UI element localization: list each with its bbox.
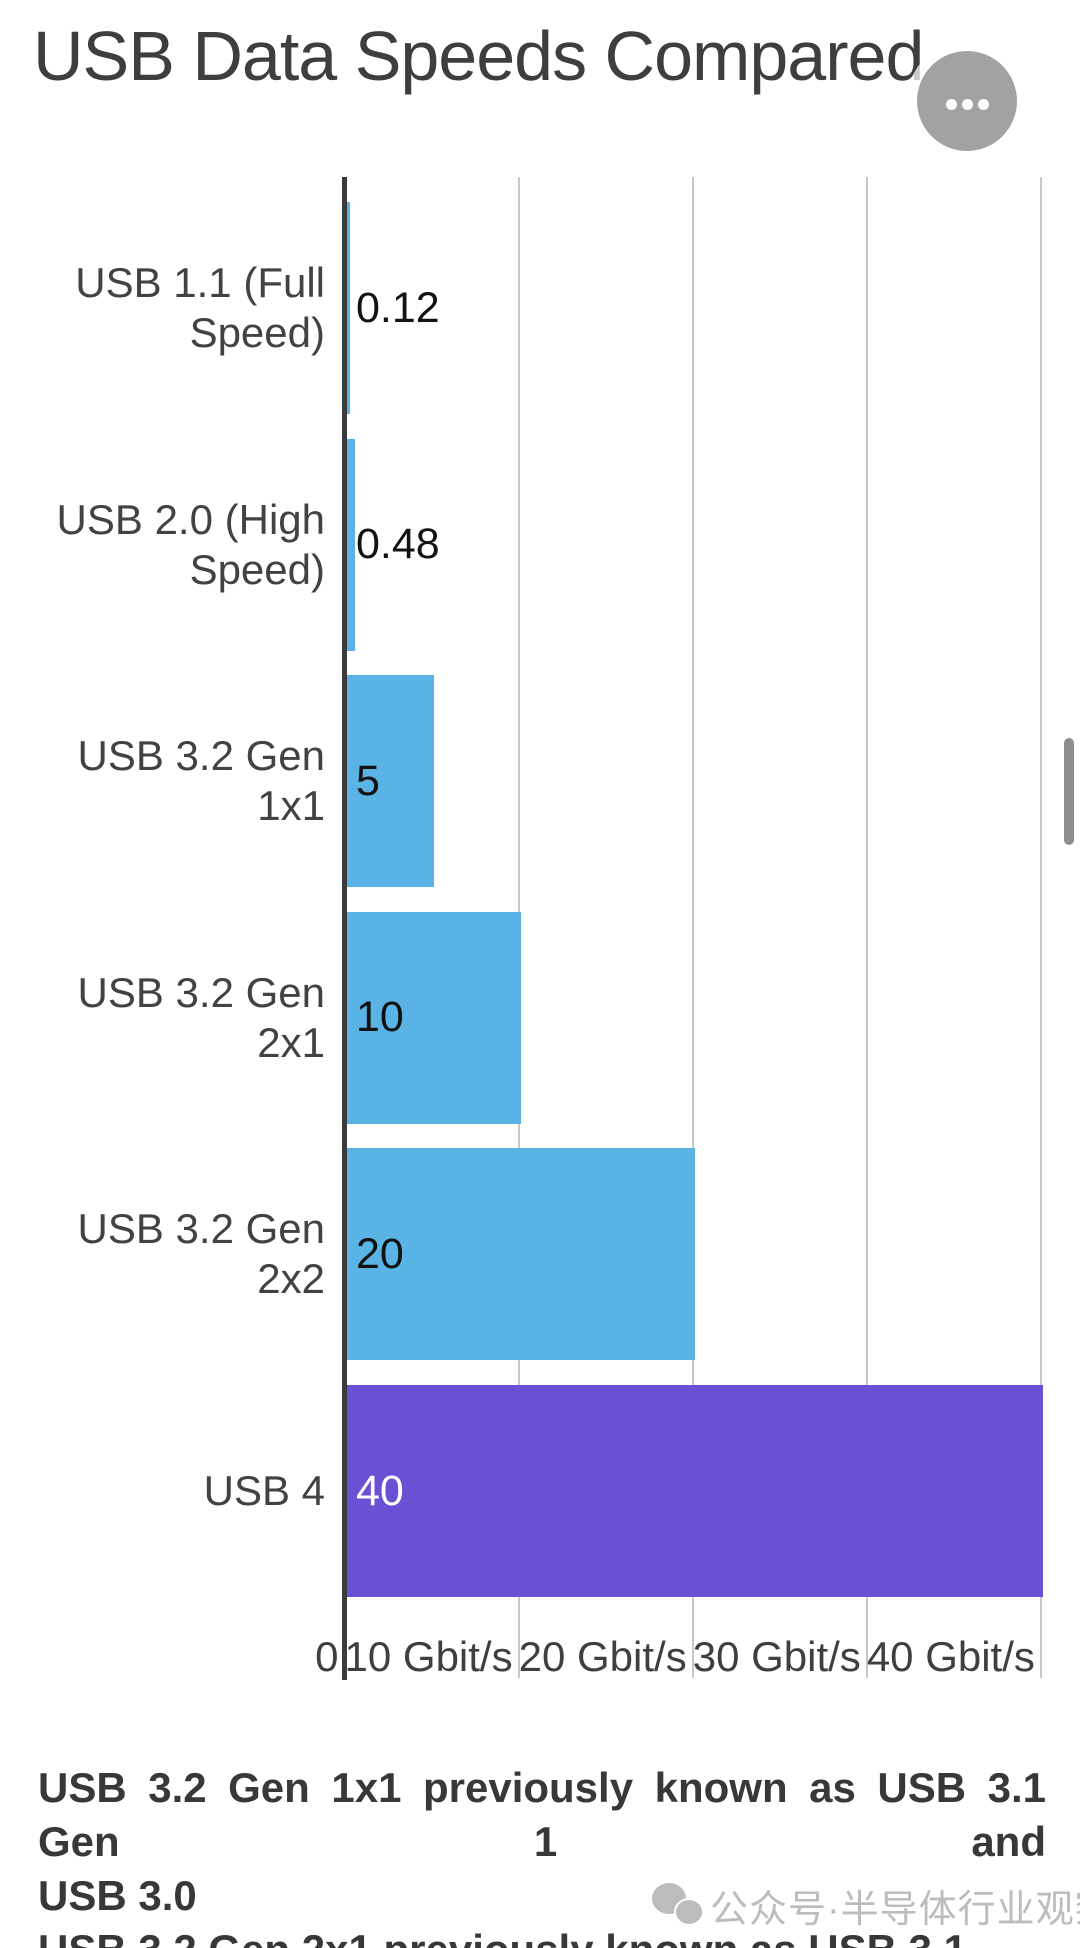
- y-axis-line: [342, 177, 347, 1680]
- wechat-bubbles-icon: [652, 1882, 704, 1929]
- bar[interactable]: [347, 1148, 696, 1361]
- bar[interactable]: [347, 911, 522, 1124]
- gridline: [691, 177, 694, 1678]
- watermark-text: 公众号·半导体行业观察: [710, 1889, 1080, 1931]
- category-label: USB 3.2 Gen 2x1: [77, 968, 325, 1066]
- x-axis-label: 40 Gbit/s: [866, 1633, 1035, 1680]
- bar-value-label: 5: [356, 756, 380, 805]
- bar-value-label: 20: [356, 1229, 404, 1278]
- footnote-line: USB 3.2 Gen 1x1 previously known as USB …: [38, 1764, 1046, 1865]
- scrollbar-thumb[interactable]: [1064, 738, 1074, 845]
- bar-value-label: 0.48: [356, 520, 440, 569]
- footnote: USB 3.2 Gen 1x1 previously known as USB …: [38, 1761, 1046, 1948]
- footnote-line: USB 3.2 Gen 2x1 previously known as USB …: [38, 1923, 1046, 1948]
- gridline: [1039, 177, 1042, 1678]
- bar-value-label: 40: [356, 1466, 404, 1515]
- x-axis-label: 30 Gbit/s: [692, 1633, 861, 1680]
- page-title: USB Data Speeds Compared: [33, 17, 924, 95]
- ellipsis-icon: [945, 98, 989, 110]
- bar[interactable]: [347, 202, 350, 414]
- x-axis-label: 20 Gbit/s: [518, 1633, 687, 1680]
- category-label: USB 3.2 Gen 2x2: [77, 1205, 325, 1303]
- watermark: 公众号·半导体行业观察: [652, 1878, 1080, 1933]
- x-axis-label: 0: [315, 1633, 339, 1680]
- category-label: USB 1.1 (Full Speed): [75, 259, 325, 356]
- gridline: [865, 177, 868, 1678]
- more-options-button[interactable]: [917, 51, 1017, 151]
- category-label: USB 4: [203, 1467, 325, 1514]
- bar-value-label: 0.12: [356, 283, 440, 332]
- x-axis-label: 10 Gbit/s: [344, 1633, 513, 1680]
- category-label: USB 2.0 (High Speed): [56, 495, 325, 593]
- footnote-line: USB 3.0: [38, 1872, 197, 1919]
- bar[interactable]: [347, 438, 356, 651]
- bar[interactable]: [347, 675, 435, 888]
- category-label: USB 3.2 Gen 1x1: [77, 732, 325, 830]
- bar[interactable]: [347, 1385, 1044, 1597]
- bar-value-label: 10: [356, 993, 404, 1042]
